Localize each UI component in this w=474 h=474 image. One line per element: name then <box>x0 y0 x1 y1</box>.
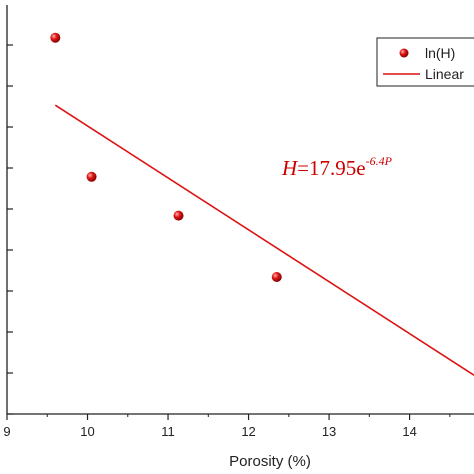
equation-superscript: -6.4P <box>366 154 393 168</box>
data-point <box>271 271 282 282</box>
legend-marker-points <box>399 48 409 58</box>
equation-base: H <box>281 156 299 180</box>
x-axis-ticks <box>6 414 451 420</box>
x-tick-label: 13 <box>322 424 336 439</box>
x-axis-title: Porosity (%) <box>229 453 311 470</box>
x-tick-labels: 9 10 11 12 13 14 <box>3 424 416 439</box>
x-tick-label: 9 <box>3 424 10 439</box>
linear-fit-line <box>54 104 474 376</box>
x-tick-label: 11 <box>161 424 175 439</box>
legend-label-points: ln(H) <box>425 45 455 61</box>
data-point <box>173 210 184 221</box>
data-point <box>50 32 61 43</box>
equation-middle: =17.95e <box>297 156 365 180</box>
data-point <box>86 171 97 182</box>
x-tick-label: 14 <box>402 424 416 439</box>
fit-line-layer <box>54 104 474 376</box>
legend-box <box>376 37 474 87</box>
x-tick-label: 10 <box>80 424 94 439</box>
legend-label-line: Linear <box>425 66 464 82</box>
fit-equation: H=17.95e-6.4P <box>281 154 393 180</box>
data-points-layer <box>50 32 282 282</box>
legend: ln(H) Linear <box>376 37 474 87</box>
y-axis-ticks <box>7 44 13 415</box>
x-tick-label: 12 <box>241 424 255 439</box>
